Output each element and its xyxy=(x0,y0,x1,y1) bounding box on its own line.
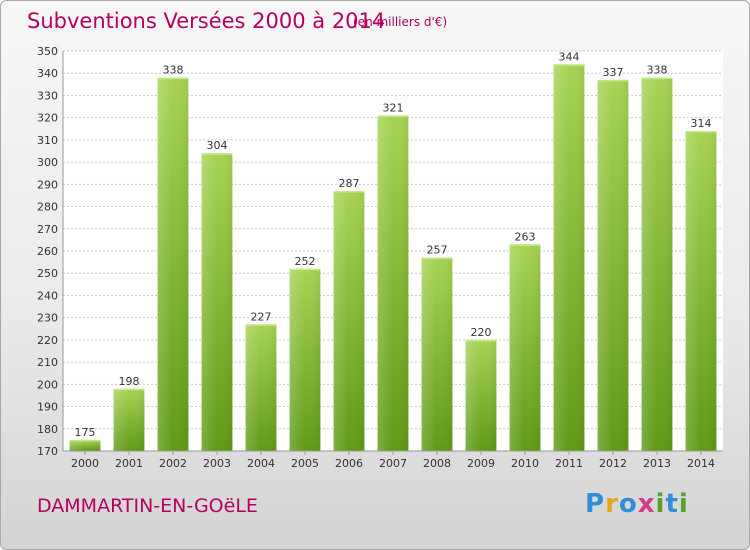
bar-shine xyxy=(641,77,673,452)
logo-letter: i xyxy=(678,489,689,519)
data-label: 227 xyxy=(251,310,272,323)
data-label: 175 xyxy=(75,426,96,439)
data-label: 263 xyxy=(515,230,536,243)
bar-shine xyxy=(289,268,321,451)
bar-top-edge xyxy=(201,153,233,155)
x-tick-label: 2007 xyxy=(379,457,407,470)
logo-letter: o xyxy=(618,489,638,519)
bar-top-edge xyxy=(641,77,673,80)
logo-letter: r xyxy=(605,489,619,519)
y-tick-label: 280 xyxy=(37,201,58,214)
x-tick-label: 2001 xyxy=(115,457,143,470)
bar-shine xyxy=(597,79,629,451)
data-label: 287 xyxy=(339,177,360,190)
bar-top-edge xyxy=(509,244,541,246)
x-tick-label: 2005 xyxy=(291,457,319,470)
x-tick-label: 2010 xyxy=(511,457,539,470)
y-tick-label: 250 xyxy=(37,267,58,280)
data-label: 321 xyxy=(383,101,404,114)
bar-top-edge xyxy=(333,191,365,193)
x-axis: 2000 2001 2002 2003 2004 2005 2006 2007 2008 2009… xyxy=(63,450,723,470)
bar-shine xyxy=(245,324,277,451)
x-tick-label: 2002 xyxy=(159,457,187,470)
data-label: 220 xyxy=(471,326,492,339)
bar-top-edge xyxy=(685,131,717,133)
bar-shine xyxy=(509,244,541,451)
bar-shine xyxy=(377,115,409,451)
bar-top-edge xyxy=(69,439,101,442)
y-tick-label: 180 xyxy=(37,423,58,436)
data-label: 338 xyxy=(647,64,668,77)
data-label: 198 xyxy=(119,375,140,388)
bar-shine xyxy=(157,77,189,452)
y-tick-label: 300 xyxy=(37,156,58,169)
data-label: 252 xyxy=(295,255,316,268)
bar-shine xyxy=(421,257,453,451)
bar-top-edge xyxy=(465,339,497,342)
commune-name: DAMMARTIN-EN-GOëLE xyxy=(37,495,258,517)
bar-top-edge xyxy=(289,268,321,271)
logo-letter: P xyxy=(585,489,606,519)
bar-top-edge xyxy=(157,77,189,80)
logo-letter: x xyxy=(637,489,656,519)
chart-title: Subventions Versées 2000 à 2014 xyxy=(27,9,386,33)
y-tick-label: 210 xyxy=(37,356,58,369)
y-tick-label: 340 xyxy=(37,67,58,80)
x-tick-label: 2009 xyxy=(467,457,495,470)
x-tick-label: 2013 xyxy=(643,457,671,470)
bar-shine xyxy=(465,339,497,451)
y-tick-label: 330 xyxy=(37,89,58,102)
y-tick-label: 260 xyxy=(37,245,58,258)
data-label: 337 xyxy=(603,66,624,79)
x-tick-label: 2000 xyxy=(71,457,99,470)
bar-top-edge xyxy=(113,388,145,391)
x-tick-label: 2003 xyxy=(203,457,231,470)
y-tick-label: 240 xyxy=(37,289,58,302)
bar-top-edge xyxy=(597,79,629,82)
bar-shine xyxy=(685,131,717,451)
bar-shine xyxy=(201,153,233,451)
bar-top-edge xyxy=(245,324,277,326)
y-tick-label: 220 xyxy=(37,334,58,347)
data-label: 257 xyxy=(427,244,448,257)
y-tick-label: 170 xyxy=(37,445,58,458)
bars: 175 198 338 304 227 252 287 321 257 220 263 344 337 3… xyxy=(69,50,717,452)
bar-shine xyxy=(69,439,101,451)
logo-letter: t xyxy=(665,489,679,519)
y-tick-label: 200 xyxy=(37,378,58,391)
x-tick-label: 2014 xyxy=(687,457,715,470)
x-tick-label: 2008 xyxy=(423,457,451,470)
y-tick-label: 190 xyxy=(37,401,58,414)
x-tick-label: 2006 xyxy=(335,457,363,470)
y-tick-label: 320 xyxy=(37,112,58,125)
x-tick-label: 2012 xyxy=(599,457,627,470)
y-axis: 170 180 190 200 210 220 230 240 250 260 270 280 290 3… xyxy=(37,45,64,458)
bar-top-edge xyxy=(377,115,409,117)
data-label: 338 xyxy=(163,64,184,77)
x-tick-label: 2011 xyxy=(555,457,583,470)
bar-shine xyxy=(553,64,585,452)
y-tick-label: 350 xyxy=(37,45,58,58)
bar-top-edge xyxy=(421,257,453,260)
chart-subtitle: (en milliers d'€) xyxy=(353,15,448,29)
logo-letter: i xyxy=(655,489,666,519)
data-label: 314 xyxy=(691,117,712,130)
y-tick-label: 290 xyxy=(37,178,58,191)
y-tick-label: 270 xyxy=(37,223,58,236)
proxiti-logo: Proxiti xyxy=(585,489,689,519)
bar-top-edge xyxy=(553,64,585,66)
bar-shine xyxy=(333,191,365,451)
y-tick-label: 310 xyxy=(37,134,58,147)
data-label: 304 xyxy=(207,139,228,152)
x-tick-label: 2004 xyxy=(247,457,275,470)
bar-shine xyxy=(113,388,145,451)
data-label: 344 xyxy=(559,50,580,63)
y-tick-label: 230 xyxy=(37,312,58,325)
